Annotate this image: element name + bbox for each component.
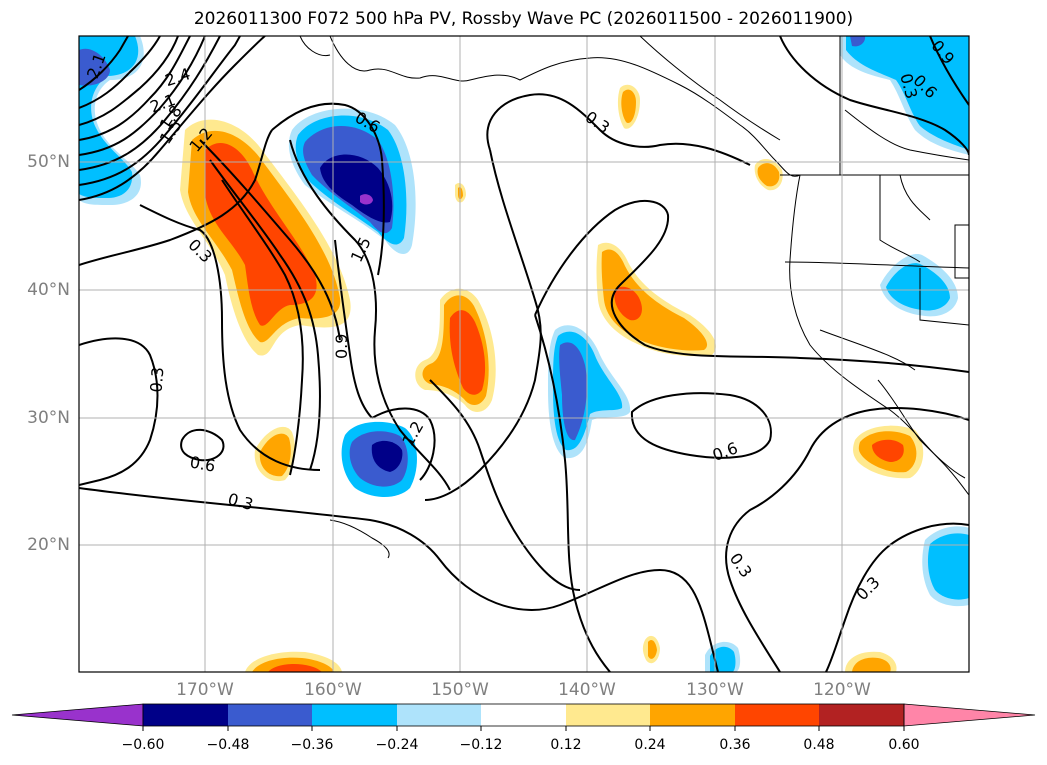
lon-label-120w: 120°W xyxy=(813,680,871,700)
colorbar-tick-label: −0.12 xyxy=(459,737,503,753)
colorbar-tick-label: 0.24 xyxy=(634,737,666,753)
colorbar-bin xyxy=(312,704,397,726)
lon-label-140w: 140°W xyxy=(558,680,616,700)
colorbar-tick-label: 0.36 xyxy=(719,737,751,753)
colorbar-tick-label: 0.12 xyxy=(550,737,582,753)
lat-label-40n: 40°N xyxy=(27,280,70,300)
colorbar-tick-label: 0.48 xyxy=(803,737,835,753)
pv-contours xyxy=(79,36,969,672)
colorbar xyxy=(11,703,1036,731)
colorbar-bin xyxy=(735,704,819,726)
lon-label-170w: 170°W xyxy=(176,680,234,700)
colorbar-bin xyxy=(397,704,481,726)
colorbar-tick-label: −0.24 xyxy=(375,737,419,753)
contour-label: 0.9 xyxy=(332,334,351,359)
coastlines xyxy=(299,36,969,559)
map-frame xyxy=(78,35,970,673)
colorbar-tick-label: −0.36 xyxy=(290,737,334,753)
lon-label-130w: 130°W xyxy=(686,680,744,700)
colorbar-bin xyxy=(566,704,650,726)
colorbar-tick-label: −0.48 xyxy=(206,737,250,753)
lat-label-20n: 20°N xyxy=(27,535,70,555)
colorbar-under-arrow xyxy=(11,703,144,727)
contour-label: 0.6 xyxy=(188,453,216,476)
lon-label-150w: 150°W xyxy=(431,680,489,700)
lat-label-50n: 50°N xyxy=(27,152,70,172)
colorbar-bin xyxy=(143,704,228,726)
colorbar-bin xyxy=(481,704,566,726)
contour-label: 0.3 xyxy=(146,366,167,393)
colorbar-over-arrow xyxy=(903,703,1036,727)
colorbar-bin xyxy=(819,704,904,726)
lat-label-30n: 30°N xyxy=(27,408,70,428)
map-title: 2026011300 F072 500 hPa PV, Rossby Wave … xyxy=(193,9,854,29)
colorbar-bin xyxy=(650,704,735,726)
colorbar-tick-label: −0.60 xyxy=(121,737,165,753)
graticule xyxy=(79,36,969,672)
lon-label-160w: 160°W xyxy=(304,680,362,700)
colorbar-bin xyxy=(228,704,312,726)
colorbar-tick-label: 0.60 xyxy=(888,737,920,753)
